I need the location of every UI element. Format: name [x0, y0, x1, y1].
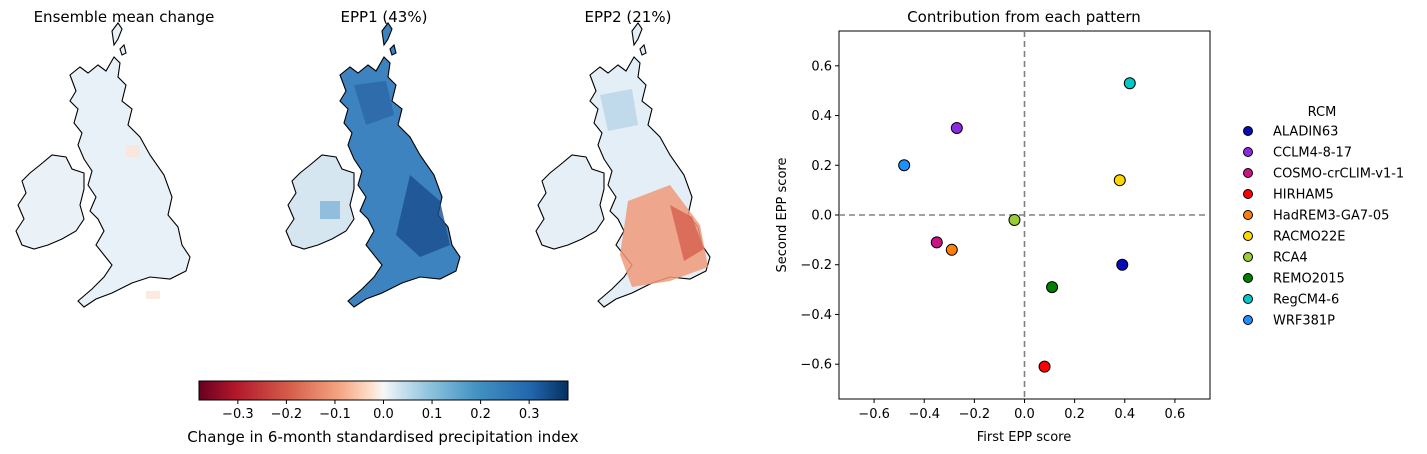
point-remo2015 [1046, 281, 1059, 294]
x-tick-label: 0.6 [1165, 407, 1186, 422]
legend-marker [1243, 147, 1253, 157]
scatter-chart: Contribution from each pattern −0.6 −0.4 −… [775, 8, 1211, 445]
x-tick-label: 0.4 [1114, 407, 1135, 422]
colorbar-gradient [198, 380, 569, 401]
colorbar: −0.3 −0.2 −0.1 0.0 0.1 0.2 0.3 Change in 6-mon… [187, 380, 579, 446]
legend-marker [1243, 126, 1253, 136]
point-regcm4-6 [1123, 77, 1136, 90]
point-cosmo-crclim-v1-1 [930, 236, 943, 249]
x-tick-label: −0.4 [908, 407, 940, 422]
legend: RCM ALADIN63 CCLM4-8-17 COSMO-crCLIM-v1-1 H… [1243, 105, 1404, 329]
map-panel-3: EPP2 (21%) [535, 8, 711, 308]
legend-label: RCA4 [1273, 251, 1308, 266]
chart-title: Contribution from each pattern [907, 8, 1141, 26]
point-hadrem3-ga7-05 [945, 243, 958, 256]
colorbar-tick-label: −0.2 [271, 407, 303, 422]
y-tick-label: 0.0 [811, 209, 832, 224]
colorbar-tick-label: 0.2 [470, 407, 491, 422]
y-tick-label: 0.2 [811, 159, 832, 174]
legend-marker [1243, 210, 1253, 220]
legend-label: RACMO22E [1273, 230, 1345, 245]
legend-label: WRF381P [1273, 314, 1335, 329]
legend-marker [1243, 315, 1253, 325]
map-2-uk-outline [285, 22, 461, 308]
y-tick-label: 0.6 [811, 59, 832, 74]
map-1-title: Ensemble mean change [34, 8, 215, 26]
y-tick-label: −0.6 [800, 358, 832, 373]
point-aladin63 [1116, 258, 1129, 271]
point-rca4 [1008, 213, 1021, 226]
legend-title: RCM [1308, 105, 1337, 120]
legend-label: HIRHAM5 [1273, 188, 1334, 203]
legend-marker [1243, 189, 1253, 199]
y-axis-label: Second EPP score [775, 158, 790, 273]
point-cclm4-8-17 [950, 121, 963, 134]
legend-label: REMO2015 [1273, 272, 1345, 287]
x-tick-label: 0.2 [1064, 407, 1085, 422]
legend-marker [1243, 231, 1253, 241]
point-racmo22e [1113, 174, 1126, 187]
x-tick-label: 0.0 [1014, 407, 1035, 422]
x-tick-label: −0.2 [959, 407, 991, 422]
legend-label: HadREM3-GA7-05 [1273, 209, 1389, 224]
legend-marker [1243, 168, 1253, 178]
x-axis-label: First EPP score [977, 430, 1071, 445]
x-tick-label: −0.6 [858, 407, 890, 422]
colorbar-tick-label: −0.1 [319, 407, 351, 422]
point-hirham5 [1038, 360, 1051, 373]
legend-label: COSMO-crCLIM-v1-1 [1273, 167, 1404, 182]
map-3-title: EPP2 (21%) [585, 8, 672, 26]
colorbar-tick-label: −0.3 [222, 407, 254, 422]
colorbar-tick-label: 0.3 [519, 407, 540, 422]
y-tick-label: 0.4 [811, 109, 832, 124]
y-tick-label: −0.2 [800, 258, 832, 273]
point-wrf381p [898, 159, 911, 172]
colorbar-label: Change in 6-month standardised precipita… [187, 428, 579, 446]
map-panel-1: Ensemble mean change [15, 8, 215, 308]
map-panel-2: EPP1 (43%) [285, 8, 461, 308]
map-1-uk-outline [15, 22, 191, 308]
colorbar-tick-label: 0.0 [373, 407, 394, 422]
legend-label: RegCM4-6 [1273, 293, 1339, 308]
legend-label: CCLM4-8-17 [1273, 146, 1352, 161]
map-2-title: EPP1 (43%) [341, 8, 428, 26]
legend-marker [1243, 273, 1253, 283]
y-tick-label: −0.4 [800, 308, 832, 323]
legend-label: ALADIN63 [1273, 125, 1338, 140]
legend-marker [1243, 252, 1253, 262]
legend-marker [1243, 294, 1253, 304]
map-3-uk-outline [535, 22, 711, 308]
colorbar-tick-label: 0.1 [422, 407, 443, 422]
